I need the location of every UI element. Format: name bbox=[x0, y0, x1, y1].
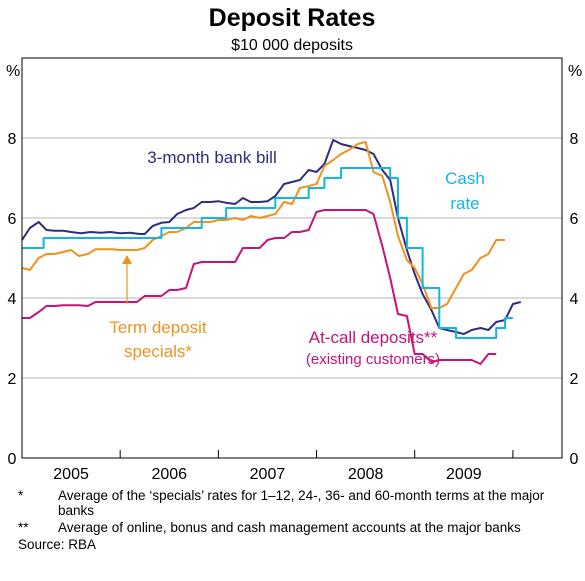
y-tick-label-left-0: 0 bbox=[8, 451, 17, 468]
x-tick-label-2006: 2006 bbox=[151, 466, 187, 483]
ticks-layer bbox=[119, 450, 514, 458]
term-deposit-pointer-head bbox=[122, 255, 132, 264]
footnote-2-mark: ** bbox=[18, 520, 29, 535]
annotation-term_deposit-line-1: Term deposit bbox=[109, 318, 207, 337]
footnote-2-text: Average of online, bonus and cash manage… bbox=[58, 520, 521, 535]
series-layer bbox=[21, 139, 522, 365]
x-tick-label-2009: 2009 bbox=[446, 466, 482, 483]
chart-title: Deposit Rates bbox=[209, 4, 376, 32]
y-tick-label-left-6: 6 bbox=[8, 211, 17, 228]
annotation-at_call-line-1: At-call deposits** bbox=[309, 328, 438, 347]
series-line-cash_rate bbox=[22, 167, 513, 339]
left-axis-unit: % bbox=[6, 63, 20, 80]
labels-layer: 0 0 2 2 4 4 6 6 8 8 2005 2006 2007 2008 2009 3-month ba… bbox=[8, 131, 579, 483]
plot-frame bbox=[21, 57, 563, 459]
chart-subtitle: $10 000 deposits bbox=[231, 37, 353, 54]
annotation-bank_bill-line-1: 3-month bank bill bbox=[147, 148, 276, 167]
annotation-term_deposit-line-2: specials* bbox=[124, 342, 192, 361]
y-tick-label-left-8: 8 bbox=[8, 131, 17, 148]
grid-layer bbox=[22, 137, 562, 379]
x-tick-label-2008: 2008 bbox=[348, 466, 384, 483]
footnote-1: * Average of the ‘specials’ rates for 1–… bbox=[18, 488, 578, 518]
annotation-at_call-line-2: (existing customers) bbox=[306, 351, 440, 368]
y-tick-label-right-0: 0 bbox=[570, 451, 579, 468]
right-axis-unit: % bbox=[568, 63, 582, 80]
y-tick-label-right-4: 4 bbox=[570, 291, 579, 308]
x-tick-label-2005: 2005 bbox=[53, 466, 89, 483]
y-tick-label-left-4: 4 bbox=[8, 291, 17, 308]
footnotes: * Average of the ‘specials’ rates for 1–… bbox=[18, 488, 578, 552]
y-tick-label-right-2: 2 bbox=[570, 371, 579, 388]
source-note: Source: RBA bbox=[18, 537, 97, 552]
footnote-1-text: Average of the ‘specials’ rates for 1–12… bbox=[58, 488, 545, 518]
footnote-2: ** Average of online, bonus and cash man… bbox=[18, 520, 578, 535]
y-tick-label-left-2: 2 bbox=[8, 371, 17, 388]
footnote-1-mark: * bbox=[18, 488, 24, 503]
annotation-cash_rate-line-1: Cash bbox=[445, 169, 485, 188]
annotation-cash_rate-line-2: rate bbox=[450, 194, 479, 213]
y-tick-label-right-6: 6 bbox=[570, 211, 579, 228]
x-tick-label-2007: 2007 bbox=[250, 466, 286, 483]
series-line-at_call bbox=[22, 209, 497, 365]
y-tick-label-right-8: 8 bbox=[570, 131, 579, 148]
